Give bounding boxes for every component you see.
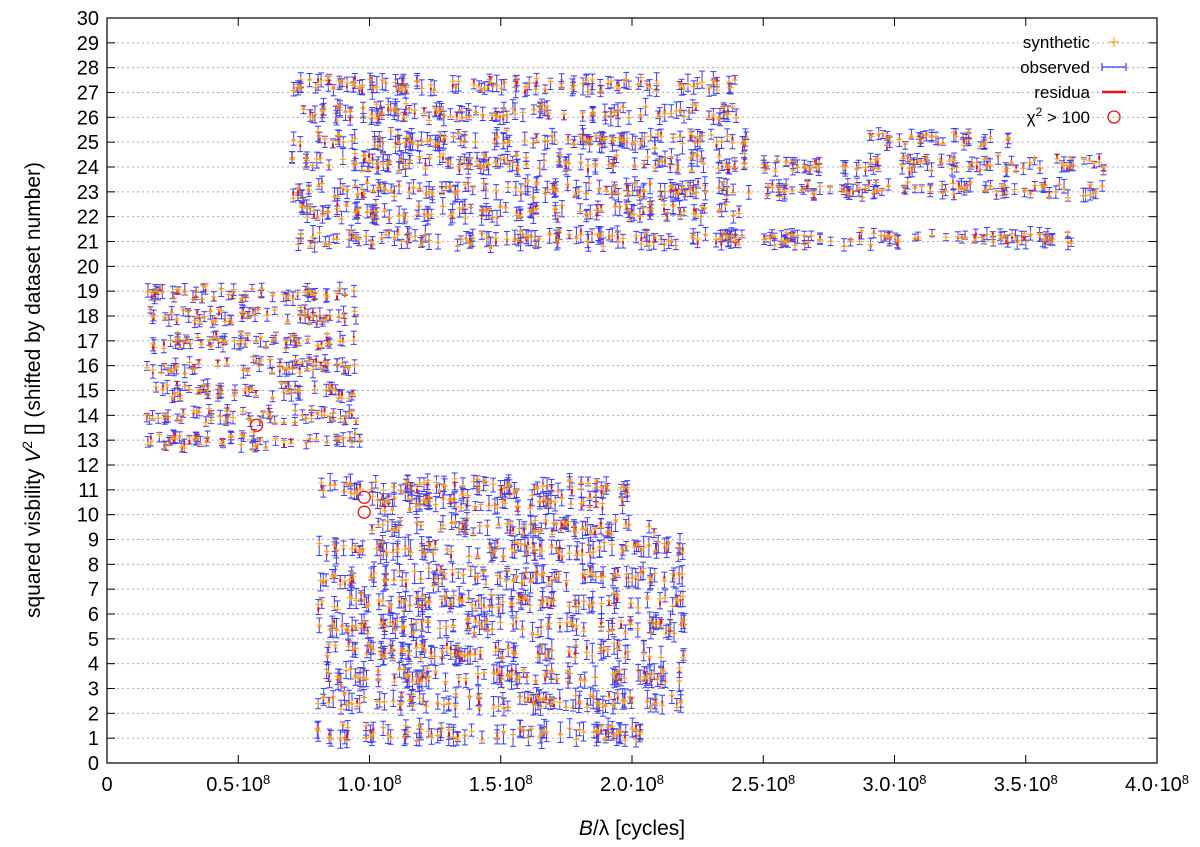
plot-area [143,70,1107,750]
